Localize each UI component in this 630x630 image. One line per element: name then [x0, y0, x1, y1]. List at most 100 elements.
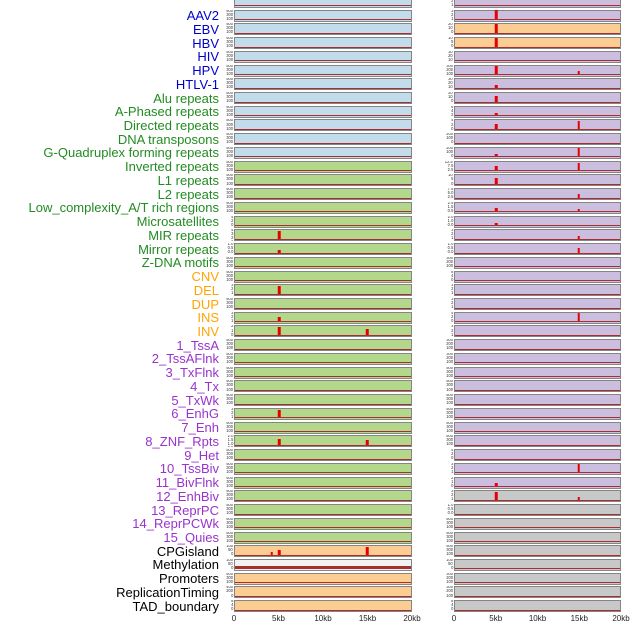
y-tick-label: 100 [226, 30, 233, 35]
y-tick-label: 100 [226, 545, 233, 549]
track-panel [454, 586, 621, 599]
row-label: L1 repeats [157, 172, 219, 188]
y-tick-label: 1.0 [447, 243, 453, 247]
y-tick-label: 7.5 [447, 163, 453, 169]
track-panel [234, 37, 412, 50]
track-panel [454, 325, 621, 338]
track-panel [234, 9, 412, 22]
track-panel [454, 311, 621, 324]
signal-baseline [235, 499, 411, 501]
y-axis-ticks: 500 300 100 [222, 51, 234, 63]
y-tick-label: 50 [448, 562, 453, 567]
y-tick-label: 300 [226, 205, 233, 210]
y-tick-label: 500 [226, 366, 233, 371]
y-tick-label: 0.5 [447, 246, 453, 251]
y-axis-ticks: 500 300 100 [222, 477, 234, 489]
y-tick-label: 3 [230, 284, 233, 288]
track-panel [234, 407, 412, 420]
y-tick-label: 200 [446, 356, 453, 361]
track-row: Methylation 100 50 0 100 50 0 [0, 558, 630, 572]
track-panel [454, 9, 621, 22]
y-tick-label: 2 [450, 493, 453, 498]
signal-baseline [235, 431, 411, 433]
track-row: 9_Het 500 300 100 4 2 0 [0, 448, 630, 462]
y-axis-ticks: 500 300 100 [222, 37, 234, 49]
y-axis-ticks: 500 300 100 [222, 367, 234, 379]
y-tick-label: 300 [226, 397, 233, 402]
signal-baseline [235, 293, 411, 295]
signal-baseline [235, 142, 411, 144]
track-panel [234, 517, 412, 530]
y-axis-ticks: 500 300 100 [222, 133, 234, 145]
y-tick-label: 100 [446, 415, 453, 420]
y-axis-ticks: 500 300 100 [222, 23, 234, 35]
y-tick-label: 0 [450, 154, 453, 159]
row-label: DUP [191, 296, 219, 312]
signal-baseline [455, 5, 620, 7]
signal-baseline [235, 444, 411, 446]
track-panel [234, 435, 412, 448]
track-row: L1 repeats 500 300 100 10 5 0 [0, 174, 630, 188]
y-tick-label: 200 [226, 589, 233, 594]
y-tick-label: 100 [226, 181, 233, 186]
track-row: Promoters 500 300 100 300 200 100 [0, 572, 630, 586]
y-axis-ticks: 10 5 0 [412, 174, 454, 186]
y-tick-label: 300 [446, 586, 453, 590]
y-tick-label: 200 [446, 146, 453, 151]
track-panel [234, 380, 412, 393]
signal-baseline [235, 334, 411, 336]
track-panel [454, 572, 621, 585]
y-axis-ticks [222, 0, 234, 8]
signal-spike [495, 492, 498, 501]
y-axis-ticks: 500 300 100 [222, 188, 234, 200]
track-row: 1_TssA 500 300 100 300 200 100 [0, 338, 630, 352]
track-panel [454, 352, 621, 365]
x-axis-tick-label: 0 [451, 614, 457, 624]
y-tick-label: 0 [230, 566, 233, 571]
signal-baseline [455, 252, 620, 254]
y-tick-label: 300 [226, 191, 233, 196]
signal-spike [577, 194, 580, 199]
track-panel [234, 284, 412, 297]
y-tick-label: 500 [226, 462, 233, 467]
y-tick-label: 300 [446, 572, 453, 577]
signal-spike [495, 222, 498, 226]
y-tick-label: 100 [446, 558, 453, 563]
y-tick-label: 500 [226, 339, 233, 343]
y-tick-label: 500 [446, 366, 453, 371]
y-axis-ticks: 500 300 100 [412, 408, 454, 420]
y-tick-label: 100 [226, 58, 233, 63]
track-panel [234, 270, 412, 283]
row-label: A-Phased repeats [114, 104, 219, 120]
y-tick-label: 5.0 [447, 191, 453, 196]
signal-baseline [455, 60, 620, 62]
track-panel [454, 146, 621, 159]
y-axis-ticks: 200 100 0 [412, 147, 454, 159]
y-tick-label: 500 [226, 476, 233, 480]
track-panel [454, 517, 621, 530]
signal-spike [270, 552, 274, 556]
y-tick-label: 3 [230, 232, 233, 237]
y-tick-label: 100 [226, 428, 233, 434]
y-tick-label: 200 [446, 576, 453, 581]
y-tick-label: 500 [446, 380, 453, 384]
track-row: Microsatellites 4 2 0 2.0 1.0 0.0 [0, 215, 630, 229]
track-panel [234, 366, 412, 379]
y-tick-label: 300 [226, 369, 233, 375]
y-tick-label: 500 [226, 394, 233, 398]
y-tick-label: 0 [450, 30, 453, 35]
y-tick-label: 100 [226, 126, 233, 131]
y-tick-label: 500 [226, 174, 233, 178]
track-panel [234, 352, 412, 365]
y-tick-label: 10 [448, 174, 453, 178]
track-panel [454, 490, 621, 503]
y-tick-label: 100 [446, 525, 453, 530]
track-row: 10_TssBiv 500 300 100 3 2 1 [0, 462, 630, 476]
signal-spike [495, 85, 498, 89]
y-tick-label: 500 [226, 23, 233, 27]
track-row: HPV 500 300 100 300 200 100 [0, 64, 630, 78]
row-label: 8_ZNF_Rpts [145, 433, 219, 449]
